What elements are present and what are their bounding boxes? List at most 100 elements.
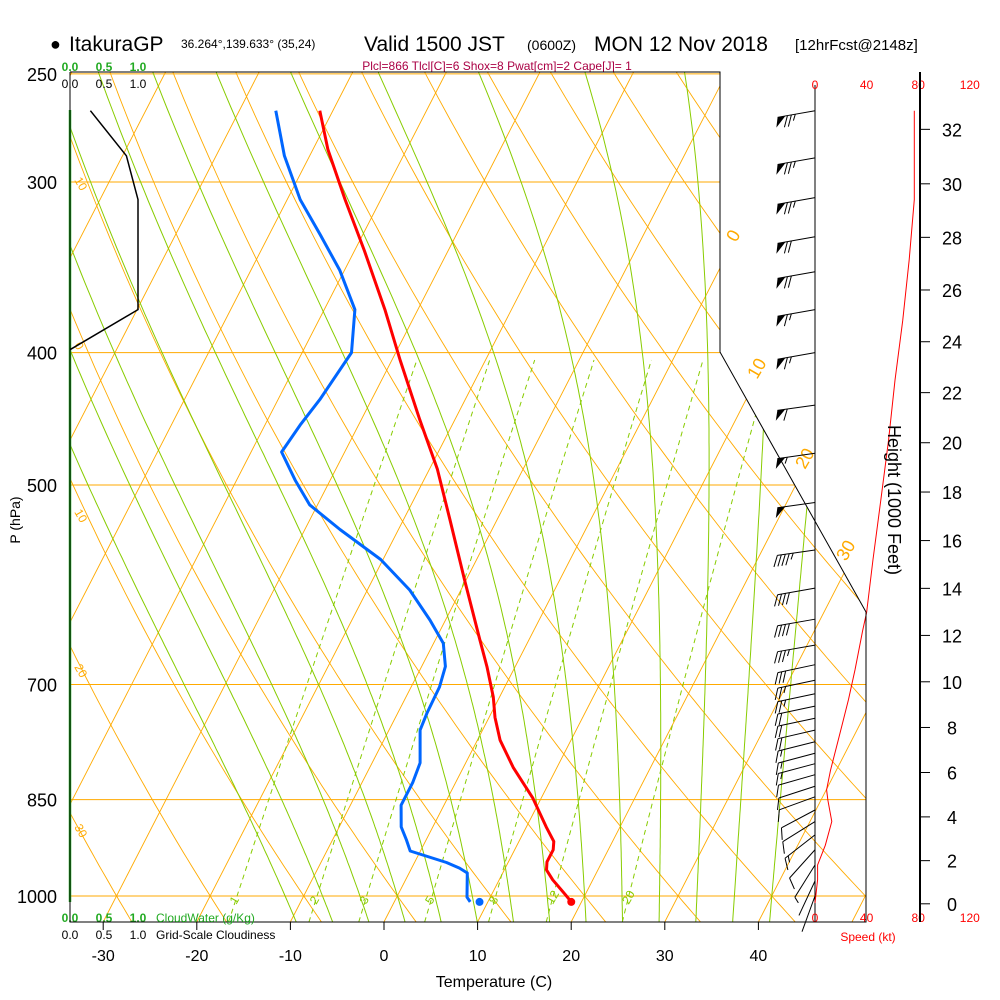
- forecast-info: [12hrFcst@2148z]: [795, 37, 918, 54]
- wind-barb-staff: [777, 693, 816, 703]
- station-coords: 36.264°,139.633° (35,24): [181, 37, 315, 51]
- isotherm-line: [70, 72, 447, 922]
- wind-barb-feather: [778, 737, 783, 750]
- cloudwater-tick-top: 1.0: [130, 60, 147, 74]
- wind-barb-feather: [781, 650, 786, 663]
- wind-barb-feather: [785, 623, 790, 636]
- isotherm-label: 20: [791, 445, 818, 472]
- wind-barb-staff: [778, 752, 816, 764]
- wind-barb-staff: [778, 774, 816, 786]
- dry-adiabat-label: 10: [71, 507, 90, 526]
- wind-barb-feather: [778, 725, 783, 738]
- wind-barb-feather: [785, 592, 790, 605]
- dry-adiabat-line: [163, 72, 704, 922]
- wind-barb-feather: [783, 276, 788, 289]
- moist-adiabat-line: [577, 72, 662, 922]
- mixing-ratio-label: 12: [543, 888, 562, 907]
- wind-barb-feather: [775, 750, 779, 763]
- wind-barb-feather: [783, 314, 788, 327]
- mixing-ratio-line: [621, 359, 772, 922]
- moist-adiabat-line: [468, 72, 623, 922]
- wind-barb: [776, 197, 816, 215]
- wind-barb-pennant: [775, 409, 786, 421]
- wind-barb-half-feather: [788, 313, 792, 321]
- height-tick-label: 4: [947, 808, 957, 828]
- background-lines: [70, 72, 866, 922]
- wind-barb-staff: [777, 679, 816, 689]
- wind-barb-staff: [777, 705, 816, 715]
- wind-barb: [776, 157, 816, 175]
- dry-adiabat-label: 10: [71, 175, 90, 194]
- height-tick-label: 32: [942, 120, 962, 140]
- dry-adiabat-line: [350, 72, 866, 922]
- wind-barb-feather: [777, 797, 780, 811]
- pressure-tick-label: 700: [27, 675, 57, 695]
- wind-barb-feather: [783, 115, 788, 128]
- isotherm-line: [664, 72, 866, 922]
- pressure-tick-label: 250: [27, 65, 57, 85]
- height-tick-label: 2: [947, 852, 957, 872]
- isotherm-line: [289, 72, 728, 922]
- mixing-ratio-label: 20: [619, 888, 638, 907]
- wind-barb-feather: [778, 713, 783, 726]
- speed-tick-top: 120: [960, 78, 980, 92]
- wind-barb: [777, 785, 816, 811]
- wind-barb-staff: [778, 763, 816, 774]
- speed-tick-top: 40: [860, 78, 874, 92]
- mixing-ratio-line: [358, 359, 536, 922]
- isotherm-label: 0: [722, 226, 744, 245]
- wind-barb-staff: [777, 309, 816, 317]
- wind-barb-staff: [777, 404, 816, 411]
- cloudwater-tick-top: 0.0: [62, 60, 79, 74]
- wind-barb-staff: [798, 880, 816, 916]
- height-tick-label: 14: [942, 579, 962, 599]
- wind-barb-feather: [785, 553, 790, 566]
- wind-barb-feather: [780, 827, 783, 840]
- wind-barb: [775, 452, 816, 469]
- speed-tick-bottom: 80: [912, 911, 926, 925]
- temperature-tick-label: -20: [185, 948, 208, 965]
- wind-barb-feather: [781, 624, 786, 637]
- height-tick-label: 18: [942, 483, 962, 503]
- height-tick-label: 22: [942, 384, 962, 404]
- height-tick-label: 12: [942, 626, 962, 646]
- wind-barb-feather: [778, 593, 783, 606]
- speed-tick-top: 80: [912, 78, 926, 92]
- mixing-ratio-line: [545, 359, 704, 922]
- wind-barb-staff: [777, 352, 816, 360]
- wind-barb: [798, 880, 816, 916]
- height-tick-label: 6: [947, 764, 957, 784]
- wind-barb-half-feather: [792, 161, 796, 168]
- wind-barb-half-feather: [787, 649, 790, 657]
- cloudiness-line: [69, 110, 139, 351]
- pressure-tick-label: 300: [27, 173, 57, 193]
- wind-barb-pennant: [776, 357, 786, 370]
- wind-barb: [774, 693, 816, 714]
- valid-date: MON 12 Nov 2018: [594, 33, 768, 56]
- moist-adiabat-line: [206, 72, 515, 922]
- dewpoint-line: [274, 110, 472, 903]
- wind-barb-feather: [774, 726, 779, 739]
- wind-barb-feather: [783, 357, 788, 370]
- dry-adiabat-line: [287, 72, 866, 922]
- wind-barb-staff: [778, 741, 816, 752]
- mixing-ratio-label: 5: [422, 893, 438, 906]
- mixing-ratio-label: 3: [356, 893, 372, 906]
- wind-barb-staff: [784, 834, 816, 859]
- wind-barb-staff: [778, 785, 816, 799]
- wind-barb-staff: [777, 197, 816, 205]
- isotherm-line: [70, 72, 166, 922]
- height-tick-label: 10: [942, 673, 962, 693]
- wind-barb-feather: [787, 275, 792, 288]
- wind-barb-staff: [777, 664, 816, 674]
- wind-barb-staff: [777, 729, 816, 740]
- height-tick-label: 8: [947, 718, 957, 738]
- dry-adiabat-label: 20: [71, 662, 90, 681]
- wind-barb-half-feather: [783, 699, 787, 707]
- speed-tick-bottom: 40: [860, 911, 874, 925]
- utc-time: (0600Z): [527, 37, 576, 53]
- mixing-ratio-label: 8: [486, 893, 502, 906]
- wind-barb-feather: [775, 773, 779, 786]
- temperature-tick-label: 10: [469, 948, 487, 965]
- wind-barb-pennant: [776, 314, 786, 327]
